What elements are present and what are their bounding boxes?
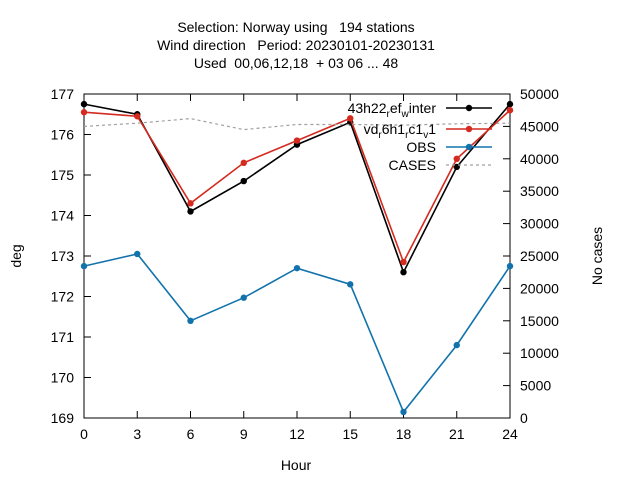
data-point bbox=[347, 115, 354, 122]
data-point bbox=[80, 109, 88, 116]
legend-label-part: vd bbox=[364, 121, 379, 137]
series-group bbox=[80, 100, 514, 416]
data-point bbox=[80, 100, 88, 108]
data-point bbox=[400, 258, 407, 266]
chart-title: Selection: Norway using 194 stations Wind… bbox=[157, 19, 435, 71]
x-axis-label: Hour bbox=[281, 457, 312, 473]
legend-marker-sample bbox=[465, 125, 473, 133]
x-tick-label: 0 bbox=[80, 426, 88, 442]
data-point bbox=[240, 159, 247, 167]
x-tick-label: 18 bbox=[396, 426, 412, 442]
data-point bbox=[187, 200, 194, 207]
x-tick-label: 24 bbox=[502, 426, 518, 442]
y-axis-label: deg bbox=[8, 244, 24, 267]
x-tick-label: 9 bbox=[240, 426, 248, 442]
data-point bbox=[187, 208, 194, 215]
legend-label: OBS bbox=[406, 139, 436, 155]
y-tick-label: 174 bbox=[51, 208, 75, 224]
data-point bbox=[400, 408, 407, 416]
data-point bbox=[187, 317, 194, 324]
legend-marker-sample bbox=[465, 104, 473, 112]
data-point bbox=[240, 177, 247, 185]
chart-title-line: Selection: Norway using 194 stations bbox=[177, 19, 414, 35]
y-tick-label: 176 bbox=[51, 127, 75, 143]
chart-title-line: Wind direction Period: 20230101-20230131 bbox=[157, 37, 435, 53]
data-point bbox=[506, 107, 514, 114]
legend-label: CASES bbox=[389, 157, 436, 173]
data-point bbox=[134, 113, 141, 120]
y-tick-label: 169 bbox=[51, 410, 75, 426]
y-tick-label: 170 bbox=[51, 370, 75, 386]
y-tick-label: 175 bbox=[51, 167, 75, 183]
legend-label-part: 43h22 bbox=[348, 100, 387, 116]
legend-label-part: v bbox=[423, 130, 428, 141]
y2-tick-label: 25000 bbox=[520, 248, 559, 264]
data-point bbox=[506, 262, 514, 270]
legend-label-part: r bbox=[405, 130, 409, 141]
y2-axis-label: No cases bbox=[589, 227, 605, 285]
data-point bbox=[293, 137, 301, 144]
y2-tick-label: 15000 bbox=[520, 313, 559, 329]
y2-tick-label: 0 bbox=[520, 410, 528, 426]
x-tick-label: 3 bbox=[133, 426, 141, 442]
axis-ticks: 0 3 6 9 12 15 18 21 24 169 170 171 172 173 174 175 176 17… bbox=[51, 86, 560, 442]
legend-marker-sample bbox=[465, 143, 473, 151]
x-tick-label: 21 bbox=[449, 426, 465, 442]
x-tick-label: 15 bbox=[342, 426, 358, 442]
y-tick-label: 171 bbox=[51, 329, 75, 345]
y-tick-label: 172 bbox=[51, 289, 75, 305]
y2-tick-label: 45000 bbox=[520, 118, 559, 134]
y2-tick-label: 40000 bbox=[520, 151, 559, 167]
legend-label-part: r bbox=[378, 130, 382, 141]
legend-label-part: c1 bbox=[408, 121, 423, 137]
legend-label-part: r bbox=[387, 109, 391, 120]
data-point bbox=[293, 264, 301, 272]
y2-tick-label: 50000 bbox=[520, 86, 559, 102]
data-point bbox=[453, 341, 460, 349]
series-line-obs bbox=[83, 253, 511, 414]
y2-tick-label: 5000 bbox=[520, 378, 551, 394]
data-point bbox=[347, 281, 354, 288]
data-point bbox=[80, 262, 88, 270]
data-point bbox=[240, 294, 247, 301]
legend-label: 43h22refwinter bbox=[348, 100, 437, 120]
legend-label-part: 1 bbox=[428, 121, 436, 137]
legend-label-part: 6h1 bbox=[382, 121, 406, 137]
data-point bbox=[453, 155, 460, 162]
legend-label-part: w bbox=[401, 109, 410, 120]
y2-tick-label: 35000 bbox=[520, 183, 559, 199]
legend-label-part: inter bbox=[409, 100, 437, 116]
data-point bbox=[134, 250, 141, 258]
data-point bbox=[506, 100, 514, 108]
y-tick-label: 177 bbox=[51, 86, 75, 102]
series-line-vd-6h1-c1-1 bbox=[83, 109, 511, 265]
data-point bbox=[400, 269, 407, 276]
chart-title-line: Used 00,06,12,18 + 03 06 ... 48 bbox=[194, 55, 399, 71]
legend-label: vdr6h1rc1v1 bbox=[364, 121, 437, 141]
y2-tick-label: 20000 bbox=[520, 280, 559, 296]
x-tick-label: 6 bbox=[187, 426, 195, 442]
series-line-cases bbox=[83, 117, 511, 131]
y-tick-label: 173 bbox=[51, 248, 75, 264]
x-tick-label: 12 bbox=[289, 426, 305, 442]
y2-tick-label: 10000 bbox=[520, 345, 559, 361]
y2-tick-label: 30000 bbox=[520, 216, 559, 232]
legend-label-part: ef bbox=[390, 100, 402, 116]
